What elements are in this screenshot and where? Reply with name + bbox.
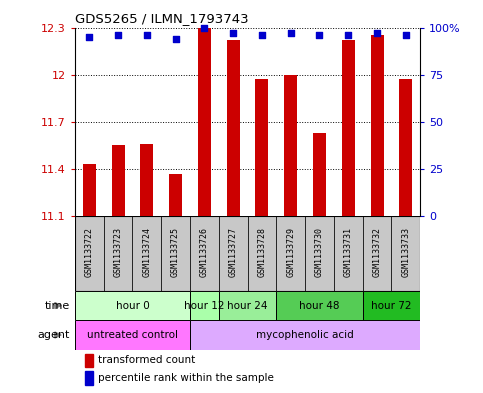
Bar xyxy=(391,216,420,291)
Text: transformed count: transformed count xyxy=(98,355,195,365)
Point xyxy=(114,32,122,38)
Text: GDS5265 / ILMN_1793743: GDS5265 / ILMN_1793743 xyxy=(75,12,248,25)
Text: untreated control: untreated control xyxy=(87,330,178,340)
Bar xyxy=(83,164,96,216)
Text: GSM1133722: GSM1133722 xyxy=(85,227,94,277)
Text: GSM1133729: GSM1133729 xyxy=(286,227,295,277)
Bar xyxy=(190,320,420,350)
Text: GSM1133731: GSM1133731 xyxy=(344,227,353,277)
Bar xyxy=(112,145,125,216)
Bar xyxy=(227,40,240,216)
Bar xyxy=(313,133,326,216)
Text: hour 24: hour 24 xyxy=(227,301,268,310)
Text: percentile rank within the sample: percentile rank within the sample xyxy=(98,373,274,383)
Bar xyxy=(256,79,269,216)
Point xyxy=(229,30,237,36)
Text: GSM1133728: GSM1133728 xyxy=(257,227,267,277)
Bar xyxy=(198,28,211,216)
Point xyxy=(287,30,295,36)
Text: GSM1133727: GSM1133727 xyxy=(228,227,238,277)
Bar xyxy=(85,354,93,367)
Bar xyxy=(104,216,132,291)
Bar xyxy=(75,291,190,320)
Text: agent: agent xyxy=(38,330,70,340)
Text: GSM1133726: GSM1133726 xyxy=(200,227,209,277)
Text: hour 0: hour 0 xyxy=(115,301,149,310)
Bar xyxy=(363,291,420,320)
Bar xyxy=(276,291,363,320)
Bar xyxy=(75,320,190,350)
Text: time: time xyxy=(45,301,70,310)
Point xyxy=(85,34,93,40)
Text: GSM1133725: GSM1133725 xyxy=(171,227,180,277)
Bar xyxy=(363,216,391,291)
Bar xyxy=(190,291,219,320)
Point xyxy=(373,30,381,36)
Point xyxy=(172,36,180,42)
Bar xyxy=(276,216,305,291)
Bar xyxy=(132,216,161,291)
Bar xyxy=(305,216,334,291)
Bar xyxy=(169,174,182,216)
Bar xyxy=(370,35,384,216)
Bar xyxy=(334,216,363,291)
Text: hour 12: hour 12 xyxy=(184,301,225,310)
Point xyxy=(258,32,266,38)
Point xyxy=(200,24,208,31)
Text: GSM1133723: GSM1133723 xyxy=(114,227,123,277)
Bar xyxy=(141,144,153,216)
Bar xyxy=(399,79,412,216)
Bar xyxy=(75,216,104,291)
Bar xyxy=(161,216,190,291)
Bar xyxy=(219,291,276,320)
Point xyxy=(402,32,410,38)
Bar xyxy=(247,216,276,291)
Bar xyxy=(219,216,247,291)
Text: GSM1133730: GSM1133730 xyxy=(315,227,324,277)
Bar xyxy=(284,75,297,216)
Text: hour 72: hour 72 xyxy=(371,301,412,310)
Bar xyxy=(342,40,355,216)
Text: GSM1133724: GSM1133724 xyxy=(142,227,151,277)
Bar xyxy=(85,371,93,385)
Bar xyxy=(190,216,219,291)
Text: mycophenolic acid: mycophenolic acid xyxy=(256,330,354,340)
Point xyxy=(143,32,151,38)
Point xyxy=(315,32,323,38)
Text: GSM1133733: GSM1133733 xyxy=(401,227,411,277)
Text: GSM1133732: GSM1133732 xyxy=(372,227,382,277)
Point xyxy=(344,32,352,38)
Text: hour 48: hour 48 xyxy=(299,301,340,310)
